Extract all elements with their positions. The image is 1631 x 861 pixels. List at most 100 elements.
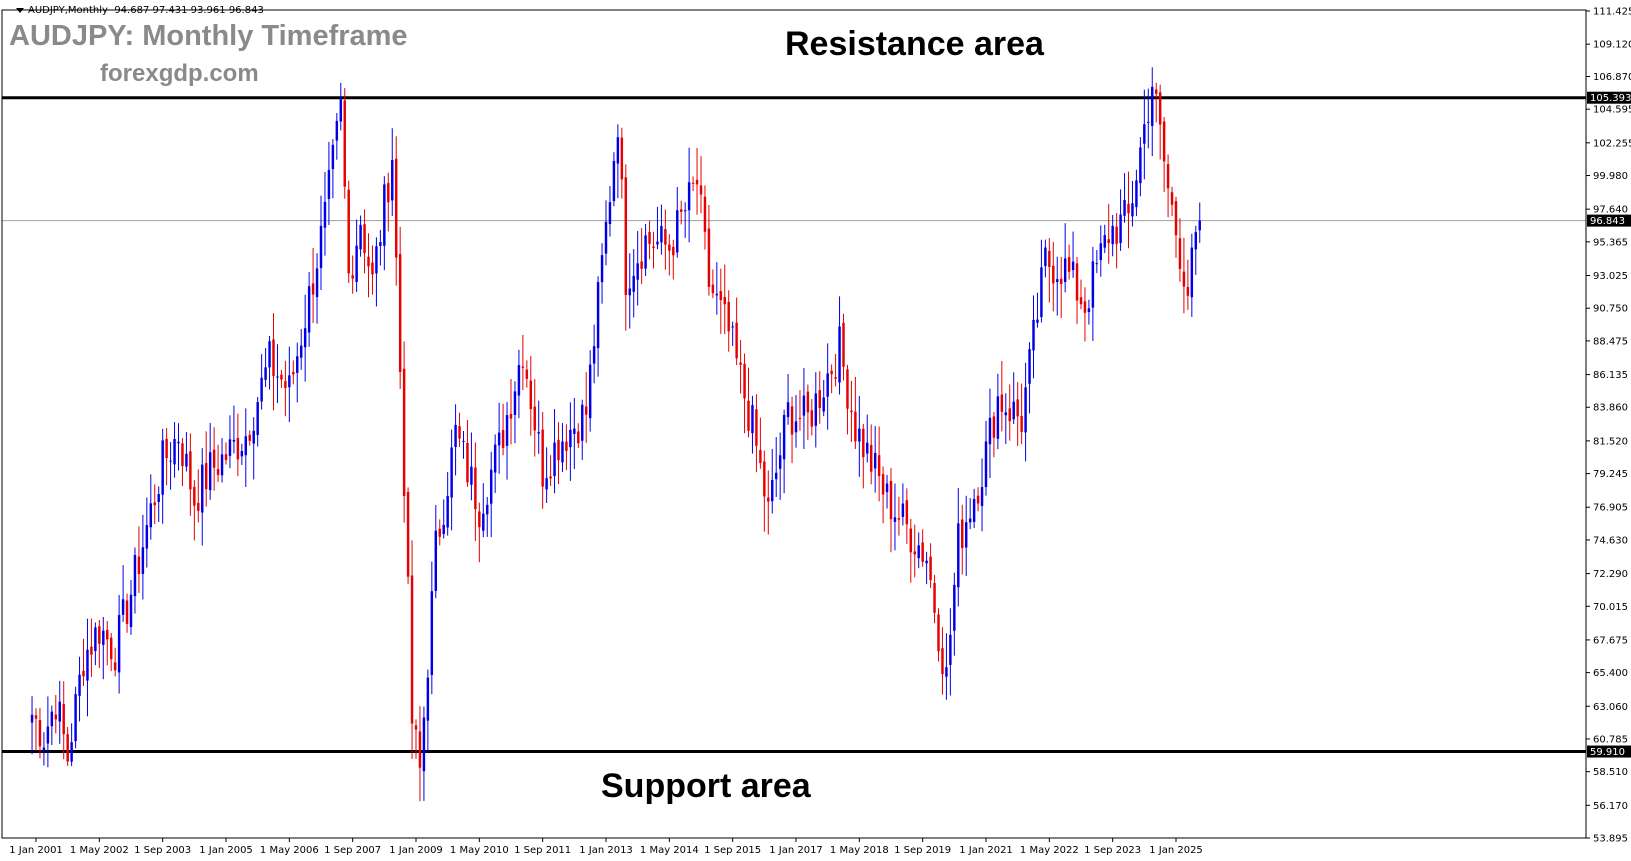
candle-body: [418, 731, 422, 768]
candle-body: [1012, 401, 1015, 420]
candle-bear: [961, 504, 964, 575]
candle-bear: [343, 88, 346, 199]
candle-bear: [216, 444, 220, 483]
candle-bull: [228, 415, 232, 469]
candle-bear: [371, 245, 374, 295]
candle-bull: [968, 498, 972, 530]
candle-bull: [604, 200, 608, 266]
candle-bull: [644, 223, 647, 277]
candle-bull: [117, 595, 121, 694]
candle-bull: [616, 124, 620, 199]
candle-bull: [359, 215, 362, 257]
candle-bull: [628, 253, 631, 329]
candle-body: [838, 326, 841, 383]
candle-bull: [1032, 295, 1035, 379]
candle-body: [280, 374, 283, 380]
candle-body: [957, 523, 960, 588]
candle-body: [46, 726, 50, 744]
candle-bull: [30, 696, 34, 755]
candle-body: [834, 377, 837, 379]
y-tick-label: 81.520: [1593, 436, 1628, 447]
candle-body: [1079, 297, 1083, 305]
dropdown-triangle-icon[interactable]: [16, 7, 24, 13]
candle-bear: [798, 390, 802, 431]
candle-body: [216, 469, 220, 475]
candle-bear: [189, 433, 192, 516]
candle-bull: [161, 428, 164, 524]
candle-bull: [276, 344, 279, 403]
candle-bear: [652, 231, 655, 269]
candle-body: [1071, 261, 1075, 271]
candle-bear: [1127, 171, 1130, 249]
candle-body: [774, 472, 778, 480]
candle-body: [74, 694, 77, 742]
candle-bear: [905, 488, 909, 544]
candle-body: [1178, 238, 1182, 269]
candle-body: [1095, 263, 1099, 265]
candle-bull: [814, 372, 818, 448]
candle-bear: [976, 487, 980, 512]
candle-bull: [786, 374, 790, 425]
candle-body: [173, 439, 176, 465]
candle-bull: [988, 388, 992, 478]
candle-bull: [493, 434, 497, 493]
candle-body: [1198, 220, 1201, 231]
candle-body: [604, 221, 608, 254]
candle-body: [596, 282, 600, 349]
candle-body: [517, 365, 521, 396]
candle-bull: [656, 206, 659, 250]
candle-bear: [699, 156, 703, 214]
candle-body: [727, 301, 730, 332]
candle-body: [410, 575, 414, 724]
candle-bull: [102, 616, 105, 680]
candle-body: [1040, 267, 1043, 318]
candle-bear: [862, 423, 865, 489]
candle-body: [501, 430, 505, 448]
candle-bull: [1099, 225, 1103, 277]
candle-bear: [672, 239, 675, 280]
candle-body: [620, 137, 624, 180]
candle-bull: [446, 471, 449, 536]
candle-bull: [1071, 231, 1075, 278]
candle-bull: [600, 243, 604, 304]
candle-body: [881, 474, 885, 495]
candle-body: [363, 224, 366, 254]
candle-body: [204, 463, 208, 490]
y-tick-label: 104.595: [1593, 105, 1631, 116]
candle-body: [771, 479, 774, 502]
candle-body: [699, 185, 703, 195]
candle-bear: [394, 136, 398, 286]
resistance-label: Resistance area: [785, 25, 1044, 63]
candle-body: [375, 246, 378, 274]
candle-body: [1091, 261, 1095, 308]
y-tick-label: 109.120: [1593, 40, 1631, 51]
candle-bear: [933, 575, 936, 624]
candle-bull: [86, 618, 89, 717]
candle-bull: [1028, 342, 1031, 414]
candle-body: [185, 453, 188, 467]
candle-bear: [806, 384, 810, 441]
candle-body: [628, 288, 631, 296]
candle-bear: [889, 468, 893, 553]
candle-bull: [1063, 223, 1067, 293]
y-tick-label: 95.365: [1593, 237, 1628, 248]
candle-bull: [1198, 202, 1201, 243]
candle-bull: [822, 379, 825, 417]
candle-bull: [826, 343, 829, 430]
candle-body: [78, 674, 81, 696]
candle-body: [778, 455, 782, 469]
candle-body: [367, 256, 370, 267]
candle-bear: [1162, 117, 1166, 193]
candle-bull: [157, 486, 160, 523]
candle-body: [1004, 412, 1008, 416]
candle-body: [862, 428, 865, 458]
candle-body: [1032, 319, 1035, 351]
candle-body: [292, 371, 295, 375]
level-price-tag: 105.393: [1587, 91, 1631, 104]
y-tick-label: 53.895: [1593, 834, 1628, 845]
candle-bull: [782, 409, 786, 494]
candle-bear: [62, 681, 65, 760]
candle-body: [478, 511, 481, 528]
candle-bear: [1174, 196, 1178, 258]
